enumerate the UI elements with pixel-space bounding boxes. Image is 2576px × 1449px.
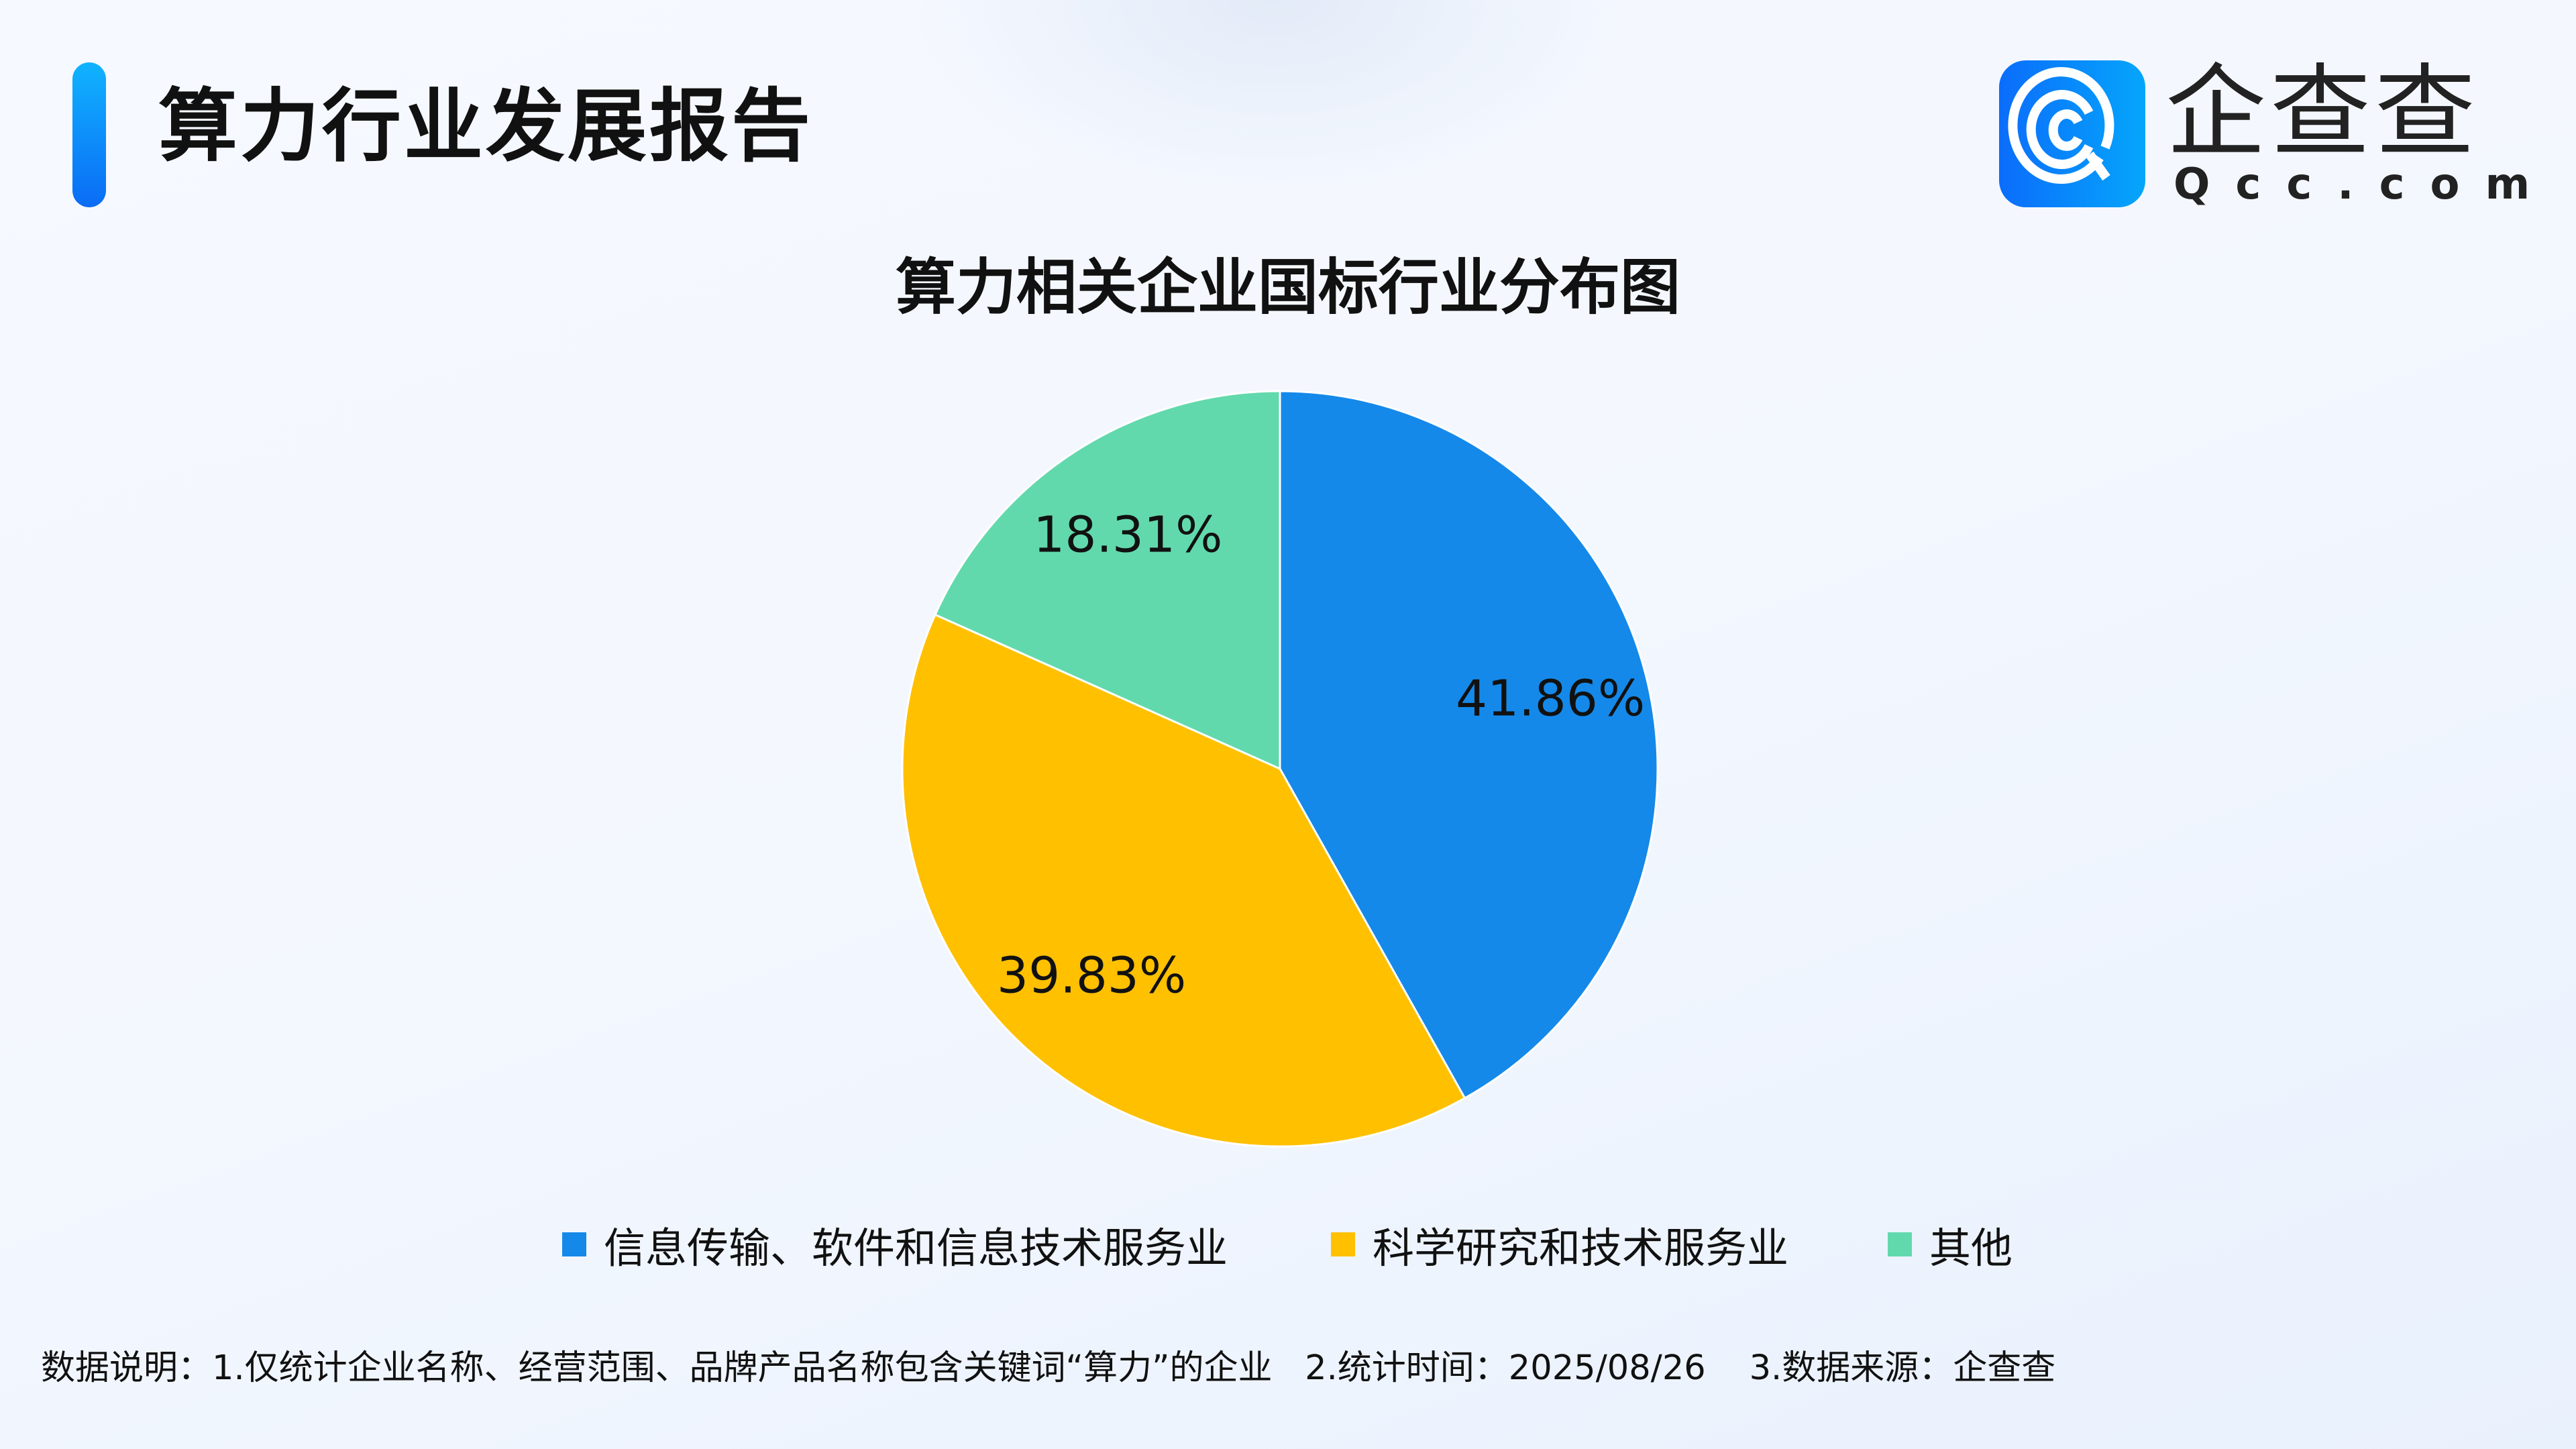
pie-slice-1[interactable]	[901, 613, 1466, 1148]
legend-swatch	[1888, 1232, 1912, 1256]
legend-item-other[interactable]: 其他	[1888, 1214, 2012, 1275]
pie-data-label: 39.83%	[997, 947, 1186, 1005]
pie-slice-2[interactable]	[934, 390, 1281, 771]
data-note: 数据说明：1.仅统计企业名称、经营范围、品牌产品名称包含关键词“算力”的企业 2…	[41, 1348, 2056, 1388]
page-title: 算力行业发展报告	[158, 80, 814, 172]
pie-data-label: 41.86%	[1456, 670, 1645, 728]
legend-swatch	[562, 1232, 586, 1256]
logo-text-cn: 企查查	[2165, 54, 2480, 171]
chart-title: 算力相关企业国标行业分布图	[896, 252, 1680, 323]
pie-slice-0[interactable]	[1279, 390, 1659, 1100]
legend-label: 信息传输、软件和信息技术服务业	[604, 1224, 1228, 1273]
qcc-logo-icon	[1999, 60, 2145, 207]
legend-label: 科学研究和技术服务业	[1373, 1224, 1789, 1273]
logo-text-en: Qcc.com	[2174, 160, 2556, 209]
legend-item-it[interactable]: 信息传输、软件和信息技术服务业	[562, 1214, 1228, 1275]
legend-swatch	[1331, 1232, 1355, 1256]
pie-data-label: 18.31%	[1033, 506, 1222, 564]
legend-label: 其他	[1929, 1224, 2013, 1273]
legend-item-science[interactable]: 科学研究和技术服务业	[1331, 1214, 1788, 1275]
chart-legend: 信息传输、软件和信息技术服务业 科学研究和技术服务业 其他	[0, 1214, 2576, 1275]
title-accent-bar	[72, 62, 106, 207]
